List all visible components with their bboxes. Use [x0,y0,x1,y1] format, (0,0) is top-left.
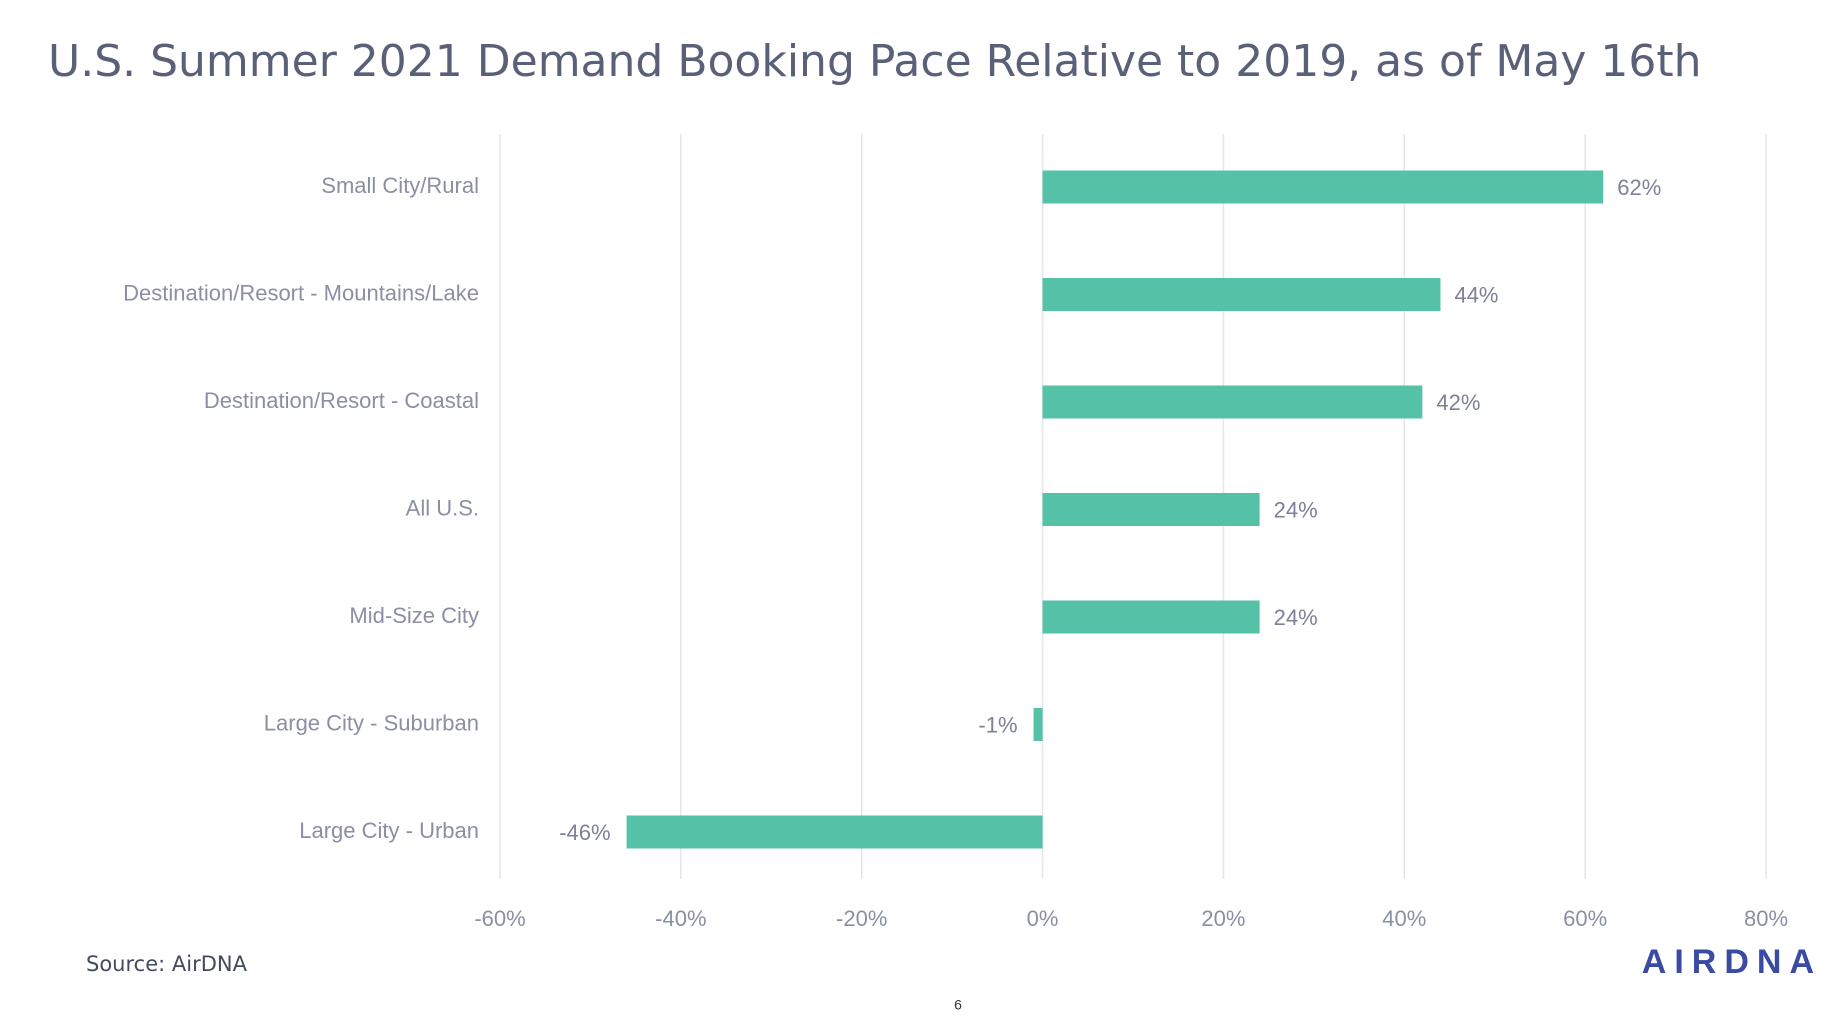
category-label: Large City - Urban [299,818,479,843]
chart-title: U.S. Summer 2021 Demand Booking Pace Rel… [48,36,1702,87]
bar [1033,708,1043,741]
bar [1042,385,1423,419]
value-label: 42% [1436,390,1480,415]
x-tick-label: 40% [1382,906,1426,931]
page-number: 6 [954,997,962,1013]
category-label: Small City/Rural [321,173,479,198]
bar [1042,170,1604,204]
x-tick-label: 80% [1744,906,1788,931]
category-label: Large City - Suburban [264,710,479,735]
bar [626,815,1043,849]
x-tick-label: 20% [1201,906,1245,931]
category-label: Destination/Resort - Coastal [204,388,479,413]
bar [1042,278,1441,311]
value-label: -46% [559,820,610,845]
x-tick-label: -60% [474,906,525,931]
value-label: 24% [1274,605,1318,630]
bar [1042,493,1260,526]
category-label: Destination/Resort - Mountains/Lake [123,280,479,305]
value-label: -1% [978,712,1017,737]
value-label: 24% [1274,497,1318,522]
value-label: 62% [1617,175,1661,200]
x-tick-label: 0% [1027,906,1059,931]
category-label: Mid-Size City [349,603,479,628]
x-tick-label: -40% [655,906,706,931]
bar [1042,600,1260,634]
x-tick-label: -20% [836,906,887,931]
category-label: All U.S. [406,495,479,520]
source: Source: AirDNA [86,952,248,976]
value-label: 44% [1454,282,1498,307]
logo: AIRDNA [1642,943,1822,981]
x-tick-label: 60% [1563,906,1607,931]
